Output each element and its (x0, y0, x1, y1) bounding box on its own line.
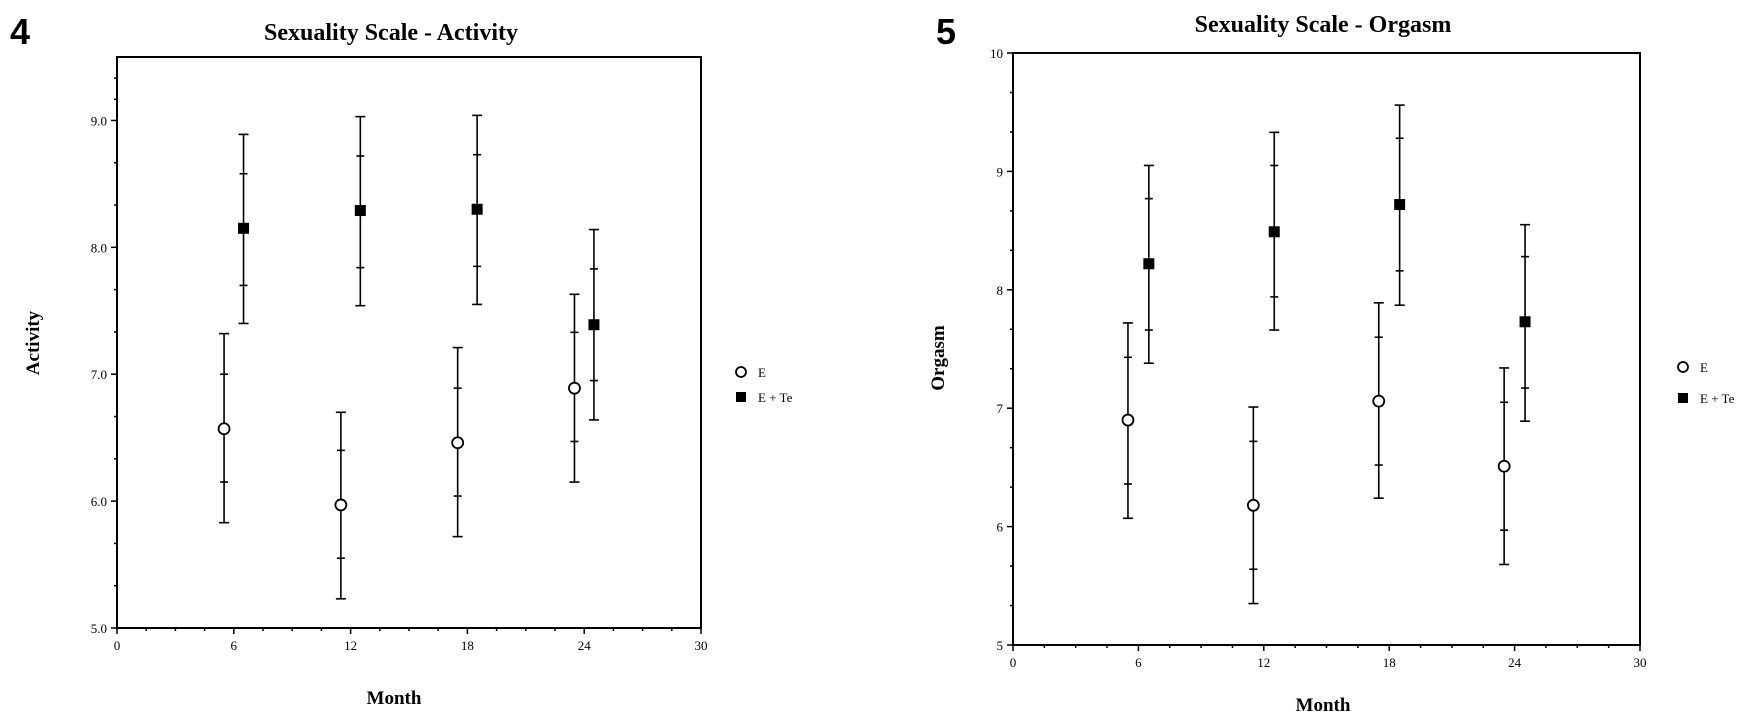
y-tick-label: 7 (997, 401, 1004, 416)
marker-e (1497, 459, 1511, 473)
marker-e-te (1143, 258, 1155, 270)
legend-marker-e-te (1678, 393, 1688, 403)
legend: E E + Te (1677, 360, 1735, 406)
x-tick-label: 6 (1135, 655, 1142, 670)
marker-e (1372, 394, 1386, 408)
y-tick-label: 6 (997, 520, 1004, 535)
x-tick-label: 0 (1010, 655, 1017, 670)
legend-marker-e-te (736, 392, 746, 402)
legend: E E + Te (735, 365, 793, 405)
y-axis-title: Orgasm (928, 325, 949, 391)
y-tick-label: 6.0 (91, 494, 107, 509)
data-point (334, 411, 348, 600)
panel-number: 4 (10, 11, 30, 52)
y-tick-label: 9 (997, 164, 1004, 179)
marker-e (1121, 413, 1135, 427)
plot-area: 0 6 12 18 24 30 5 6 7 8 9 10 (990, 46, 1647, 670)
y-tick-label: 7.0 (91, 367, 107, 382)
data-point (471, 114, 483, 306)
data-point (354, 115, 366, 307)
data-point (588, 228, 600, 421)
legend-label-e-te: E + Te (1700, 391, 1735, 406)
plot-frame (116, 56, 702, 629)
marker-e (217, 422, 231, 436)
data-point (1497, 367, 1511, 566)
x-tick-label: 0 (114, 638, 121, 653)
chart-title: Sexuality Scale - Activity (264, 20, 518, 46)
marker-e (1246, 498, 1260, 512)
panel-number: 5 (936, 11, 956, 52)
x-tick-label: 12 (1257, 655, 1270, 670)
chart-title: Sexuality Scale - Orgasm (1195, 12, 1452, 38)
legend-marker-e (1677, 361, 1689, 373)
x-tick-label: 24 (1508, 655, 1522, 670)
data-point (1519, 223, 1531, 423)
marker-e-te (1268, 226, 1280, 238)
data-point (1246, 406, 1260, 605)
data-point (568, 293, 581, 483)
y-tick-label: 5 (997, 638, 1004, 653)
marker-e-te (354, 205, 366, 217)
marker-e-te (471, 203, 483, 215)
marker-e (451, 436, 465, 450)
y-tick-label: 10 (990, 46, 1003, 61)
data-point (217, 332, 231, 524)
marker-e (334, 498, 348, 512)
y-axis-title: Activity (23, 310, 44, 375)
y-tick-label: 9.0 (91, 113, 107, 128)
data-point (1268, 131, 1280, 331)
marker-e-te (1519, 316, 1531, 328)
x-tick-label: 18 (1383, 655, 1396, 670)
x-tick-label: 18 (461, 638, 474, 653)
x-tick-label: 6 (231, 638, 238, 653)
data-point (1372, 302, 1386, 499)
plot-frame (1012, 52, 1641, 646)
data-point (1143, 164, 1155, 365)
plot-area: 0 6 12 18 24 30 5.0 6.0 7.0 8.0 9.0 (91, 56, 708, 653)
data-point (1121, 322, 1135, 520)
legend-marker-e (735, 366, 747, 378)
x-tick-label: 30 (695, 638, 708, 653)
legend-label-e-te: E + Te (758, 390, 793, 405)
legend-label-e: E (1700, 360, 1708, 375)
y-tick-label: 8.0 (91, 240, 107, 255)
data-point (451, 346, 465, 538)
x-tick-label: 24 (578, 638, 592, 653)
marker-e (568, 381, 581, 395)
y-tick-label: 5.0 (91, 621, 107, 636)
chart-panel-orgasm: 5 Sexuality Scale - Orgasm 0 6 12 18 24 30 5 6 7… (928, 11, 1735, 716)
data-point (238, 133, 250, 325)
x-tick-label: 12 (344, 638, 357, 653)
x-tick-label: 30 (1634, 655, 1647, 670)
data-point (1394, 104, 1406, 306)
marker-e-te (1394, 199, 1406, 211)
marker-e-te (588, 319, 600, 331)
chart-panel-activity: 4 Sexuality Scale - Activity 0 6 12 18 24 30 5… (10, 11, 793, 709)
marker-e-te (238, 222, 250, 234)
x-axis-title: Month (367, 688, 422, 709)
x-axis-title: Month (1296, 695, 1351, 716)
y-tick-label: 8 (997, 283, 1004, 298)
legend-label-e: E (758, 365, 766, 380)
